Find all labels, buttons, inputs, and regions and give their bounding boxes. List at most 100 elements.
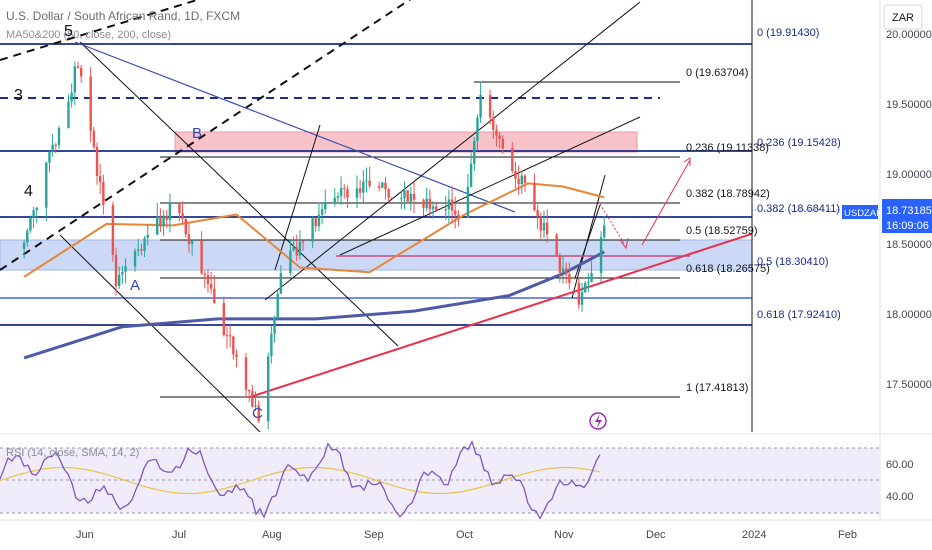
candle-body [235,354,238,358]
candle-body [333,197,336,203]
candle-body [587,282,590,284]
candle-body [568,274,571,283]
candle-body [476,117,479,142]
candle-body [146,234,149,238]
candle-body [355,188,359,198]
symbol-badge-label: USDZAR [844,208,883,219]
candle-body [517,178,520,185]
candle-body [545,222,549,235]
candle-body [454,210,457,215]
candle-body [45,162,48,208]
candle-body [377,186,381,188]
rsi-label[interactable]: RSI (14, close, SMA, 14, 2) [6,447,139,459]
candle-body [536,210,539,217]
candle-body [54,144,58,146]
candle-body [289,250,292,274]
candle-body [228,335,232,337]
candle-body [577,282,581,305]
candle-body [523,175,527,183]
xtick-label: Sep [364,529,384,541]
fib-label-05: 0.5 (18.52759) [686,225,758,237]
candle-body [368,180,371,187]
indicator-label[interactable]: MA50&200 (50, close, 200, close) [6,29,171,41]
xtick-label: Jun [76,529,94,541]
candle-body [200,240,203,274]
candle-body [140,249,143,251]
candle-body [339,188,343,197]
xtick-label: 2024 [742,529,766,541]
candle-body [32,210,35,218]
candle-body [76,66,80,68]
candle-body [431,206,435,210]
candle-body [67,101,70,129]
candle-body [488,95,492,118]
candle-body [162,215,165,227]
candle-body [358,188,362,193]
ytick-label: 20.00000 [886,29,932,41]
xtick-label: Aug [262,529,282,541]
candle-body [98,176,102,183]
candle-body [279,273,283,294]
drawing-layer [0,0,752,432]
candle-body [539,216,543,231]
candle-body [137,249,140,251]
candle-body [469,163,473,187]
candle-body [251,391,254,407]
candle-body [320,209,324,215]
ytick-label: 18.00000 [886,309,932,321]
candle-body [501,138,504,149]
currency-button[interactable] [883,4,923,30]
candle-body [159,216,162,227]
fibblue-label-0236: 0.236 (19.15428) [757,137,841,149]
settings-gear-icon[interactable] [862,522,880,548]
fib-label-1: 1 (17.41813) [686,382,748,394]
candle-body [254,405,257,407]
candle-body [165,215,168,220]
fib-label-0: 0 (19.63704) [686,67,748,79]
candle-body [479,95,482,118]
candle-body [599,237,603,273]
candle-body [403,190,406,199]
xtick-label: Nov [554,529,574,541]
candle-body [584,283,587,293]
lightning-icon-glyph [595,414,602,429]
candle-body [425,198,428,209]
price-badge-value: 18.73185 [886,205,932,217]
candle-body [580,292,584,305]
candle-body [498,135,501,139]
candle-body [213,288,216,303]
candle-body [362,181,365,193]
candle-body [514,171,517,179]
candle-body [450,199,454,211]
xtick-label: Jul [172,529,186,541]
rsi-pane[interactable]: RSI (14, close, SMA, 14, 2) 60.00 40.00 [0,440,914,519]
candle-body [244,357,248,390]
y-axis[interactable]: 20.00000 19.50000 19.00000 18.50000 18.0… [886,29,932,391]
candle-body [428,198,432,210]
lightning-icon[interactable] [589,412,607,430]
candle-body [257,405,260,422]
candle-body [190,240,194,244]
candle-body [561,268,565,273]
candle-body [381,182,384,188]
price-scale[interactable] [880,0,932,550]
x-axis[interactable]: Jun Jul Aug Sep Oct Nov Dec 2024 Feb [76,529,857,541]
wave-label-3: 3 [14,87,23,104]
fibblue-label-0618: 0.618 (17.92410) [757,309,841,321]
candle-body [511,148,514,172]
candle-body [317,214,321,227]
candle-body [203,273,206,276]
candle-body [89,76,92,131]
candle-body [270,333,273,357]
xtick-label: Oct [456,529,473,541]
candle-body [232,336,235,355]
candle-body [225,335,229,337]
candle-body [314,218,317,227]
candle-body [390,197,394,199]
candle-body [111,205,115,255]
candle-body [301,241,305,243]
candle-body [492,117,495,130]
wave-label-C: C [252,405,263,422]
candle-body [57,128,61,146]
